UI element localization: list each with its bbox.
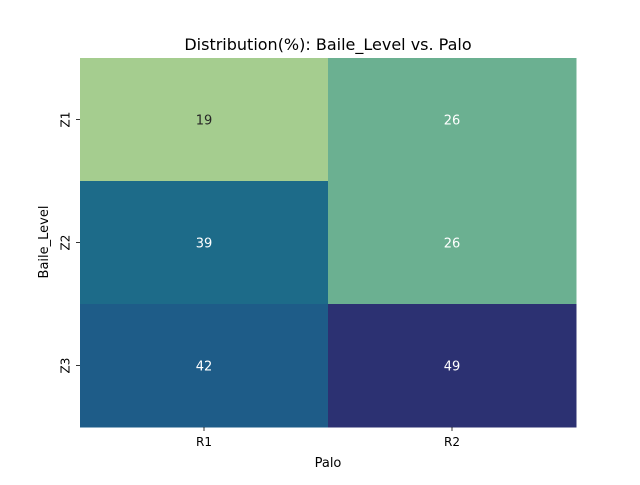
y-axis-ticks: Z1 Z2 Z3 bbox=[59, 112, 80, 374]
heatmap-cell-Z3-R1 bbox=[80, 304, 329, 428]
cell-value-label: 19 bbox=[196, 114, 213, 129]
y-tick-label: Z3 bbox=[59, 358, 73, 374]
heatmap-cell-Z1-R1 bbox=[80, 58, 329, 182]
heatmap-cell-Z2-R1 bbox=[80, 181, 329, 305]
cell-value-label: 42 bbox=[196, 360, 213, 375]
x-axis-label: Palo bbox=[315, 456, 342, 471]
heatmap-cells: 19 26 39 26 42 49 bbox=[80, 58, 577, 428]
x-tick-label: R1 bbox=[196, 435, 212, 449]
cell-value-label: 26 bbox=[444, 237, 461, 252]
y-axis-label: Baile_Level bbox=[37, 206, 52, 279]
x-tick-label: R2 bbox=[444, 435, 460, 449]
heatmap-cell-Z1-R2 bbox=[328, 58, 577, 182]
y-tick-label: Z1 bbox=[59, 112, 73, 128]
cell-value-label: 49 bbox=[444, 360, 461, 375]
cell-value-label: 26 bbox=[444, 114, 461, 129]
cell-value-label: 39 bbox=[196, 237, 213, 252]
heatmap-cell-Z2-R2 bbox=[328, 181, 577, 305]
x-axis-ticks: R1 R2 bbox=[196, 427, 460, 449]
y-tick-label: Z2 bbox=[59, 235, 73, 251]
heatmap-cell-Z3-R2 bbox=[328, 304, 577, 428]
chart-title: Distribution(%): Baile_Level vs. Palo bbox=[184, 35, 471, 55]
